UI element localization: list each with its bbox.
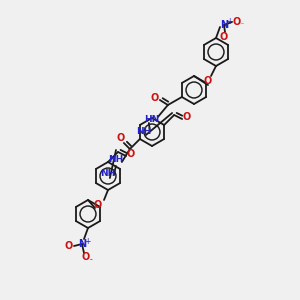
Text: O: O [65,241,73,251]
Text: NH: NH [100,169,116,178]
Text: O: O [127,149,135,159]
Text: O: O [94,200,102,210]
Text: O: O [220,32,228,42]
Text: O: O [151,93,159,103]
Text: O: O [183,112,191,122]
Text: ⁻: ⁻ [240,20,244,29]
Text: O: O [117,133,125,143]
Text: O: O [82,252,90,262]
Text: +: + [226,17,232,26]
Text: N: N [220,20,228,30]
Text: +: + [84,236,90,245]
Text: O: O [233,17,241,27]
Text: HN: HN [144,116,160,124]
Text: -: - [90,256,92,265]
Text: N: N [78,239,86,249]
Text: NH: NH [108,155,124,164]
Text: NH: NH [136,127,152,136]
Text: O: O [204,76,212,86]
